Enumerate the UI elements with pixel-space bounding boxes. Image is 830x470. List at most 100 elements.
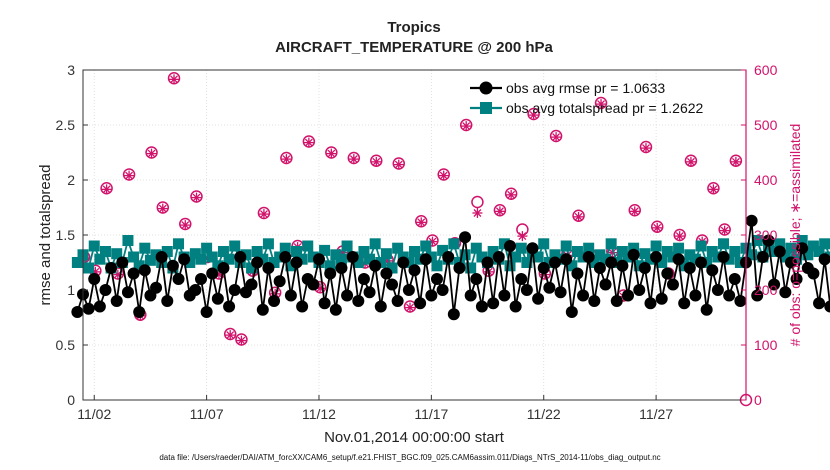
spread-point [240, 249, 252, 261]
ticks: 0 0.5 1 1.5 2 2.5 3 0 100 200 300 400 500 600 11/02 11/… [56, 62, 778, 422]
rmse-point [773, 245, 786, 258]
rmse-point [666, 278, 679, 291]
spread-point [335, 253, 347, 265]
rmse-point [194, 273, 207, 285]
rmse-point [487, 297, 500, 310]
rmse-point [386, 278, 399, 291]
x-tick-label: 11/22 [527, 406, 561, 422]
obs-assimilated-point [629, 206, 640, 217]
spread-point [217, 246, 229, 257]
spread-point [375, 257, 387, 268]
rmse-point [223, 300, 236, 313]
rmse-point [678, 297, 691, 310]
spread-point [774, 238, 786, 250]
y-tick-label: 1.5 [56, 227, 76, 243]
rmse-point [93, 300, 106, 313]
rmse-point [150, 281, 163, 294]
rmse-point [335, 262, 348, 274]
rmse-point [582, 251, 595, 263]
y-tick-label: 2.5 [56, 117, 76, 133]
rmse-point [290, 256, 303, 269]
rmse-point [565, 306, 578, 318]
spread-point [751, 235, 763, 246]
spread-point [673, 242, 685, 254]
spread-point [364, 253, 376, 265]
obs-assimilated-point [405, 302, 416, 313]
spread-point [358, 246, 370, 257]
rmse-point [616, 259, 629, 272]
spread-point [341, 240, 353, 252]
obs-assimilated-point [371, 156, 382, 167]
rmse-point [374, 300, 387, 313]
legend-spread-marker [480, 102, 492, 114]
legend: obs avg rmse pr = 1.0633 obs avg totalsp… [470, 80, 704, 116]
rmse-point [442, 251, 455, 263]
obs-assimilated-point [708, 184, 719, 195]
rmse-point [178, 253, 191, 266]
rmse-point [807, 267, 820, 280]
spread-point [521, 257, 533, 268]
spread-point [291, 246, 303, 257]
rmse-point [751, 289, 764, 302]
spread-point [538, 238, 550, 250]
obs-assimilated-point [685, 156, 696, 167]
obs-possible-point [471, 195, 484, 209]
spread-point [122, 235, 134, 246]
spread-point [189, 248, 201, 260]
spread-point [111, 248, 123, 260]
spread-point [302, 240, 314, 252]
obs-assimilated-point [416, 217, 427, 228]
spread-point [470, 242, 482, 254]
spread-point [566, 260, 578, 272]
spread-point [324, 260, 336, 272]
rmse-point [245, 278, 258, 291]
rmse-point [166, 259, 179, 272]
obs-assimilated-point [506, 189, 517, 200]
rmse-point [357, 273, 370, 285]
obs-assimilated-point [652, 222, 663, 233]
rmse-point [172, 273, 185, 285]
legend-spread-label: obs avg totalspread pr = 1.2622 [506, 100, 704, 116]
rmse-point [133, 306, 146, 318]
rmse-point [312, 253, 325, 266]
spread-point [392, 242, 404, 254]
spread-point [807, 240, 819, 252]
x-axis-label: Nov.01,2014 00:00:00 start [324, 429, 505, 446]
rmse-point [329, 303, 342, 316]
obs-assimilated-point [326, 148, 337, 159]
rmse-point [711, 284, 724, 296]
rmse-point [116, 256, 129, 269]
spread-point [285, 260, 297, 272]
spread-point [296, 253, 308, 265]
obs-assimilated-point [573, 211, 584, 222]
y-tick-label-right: 200 [754, 282, 778, 298]
rmse-point [588, 295, 601, 307]
rmse-point [762, 234, 775, 247]
obs-assimilated-point [517, 231, 528, 242]
spread-point [431, 260, 443, 272]
rmse-point [683, 262, 696, 274]
obs-assimilated-point [303, 137, 314, 148]
spread-point [279, 242, 291, 254]
rmse-point [363, 286, 376, 299]
rmse-point [734, 295, 747, 307]
rmse-point [273, 275, 286, 288]
y-axis-label-right: # of obs: o=possible; ∗=assimilated [787, 124, 803, 347]
spread-point [819, 238, 830, 250]
rmse-point [414, 297, 427, 310]
rmse-point [784, 256, 797, 269]
obs-assimilated-point [528, 110, 539, 121]
rmse-point [251, 256, 264, 269]
x-tick-label: 11/12 [302, 406, 336, 422]
spread-point [212, 260, 224, 272]
rmse-point [464, 289, 477, 302]
rmse-point [638, 262, 651, 274]
obs-assimilated-point [393, 159, 404, 170]
rmse-point [99, 284, 112, 296]
obs-assimilated-point [258, 209, 269, 220]
spread-point [661, 246, 673, 257]
rmse-point [82, 302, 95, 315]
rmse-point [633, 284, 646, 296]
legend-rmse-marker [479, 81, 493, 95]
y-tick-label: 3 [67, 62, 75, 78]
